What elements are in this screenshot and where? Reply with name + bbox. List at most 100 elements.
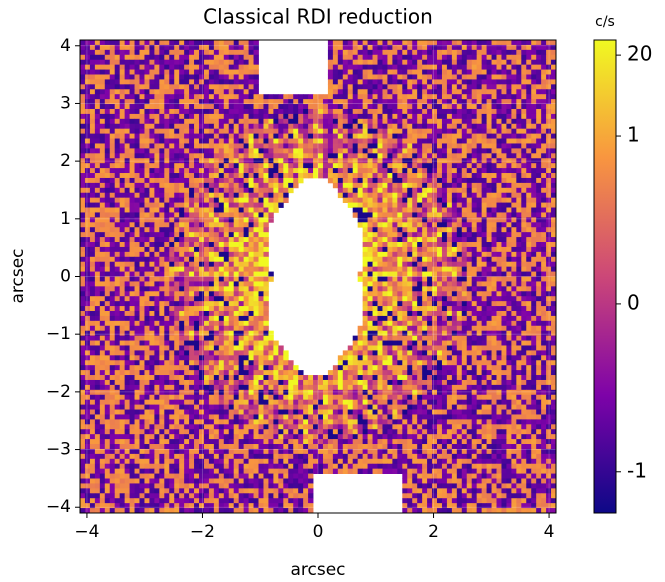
- image-pixel: [223, 158, 230, 164]
- image-pixel: [531, 177, 537, 184]
- image-pixel: [159, 153, 165, 159]
- image-pixel: [104, 108, 111, 115]
- image-pixel: [273, 138, 279, 144]
- image-pixel: [357, 168, 364, 174]
- image-pixel: [124, 256, 130, 263]
- image-pixel: [521, 54, 527, 61]
- image-pixel: [149, 79, 155, 85]
- image-pixel: [506, 320, 512, 327]
- image-pixel: [248, 74, 254, 80]
- image-pixel: [427, 207, 433, 213]
- image-pixel: [526, 54, 532, 61]
- image-pixel: [412, 237, 418, 243]
- image-pixel: [89, 320, 96, 327]
- image-pixel: [461, 242, 468, 248]
- image-pixel: [327, 108, 334, 115]
- image-pixel: [99, 123, 106, 130]
- image-pixel: [154, 251, 160, 258]
- image-pixel: [233, 118, 240, 125]
- image-pixel: [109, 158, 116, 164]
- image-pixel: [446, 177, 453, 184]
- image-pixel: [437, 286, 443, 292]
- image-pixel: [169, 158, 175, 164]
- image-pixel: [164, 108, 170, 115]
- image-pixel: [461, 296, 468, 302]
- image-pixel: [144, 187, 150, 194]
- image-pixel: [476, 153, 483, 159]
- image-pixel: [124, 44, 130, 51]
- image-pixel: [179, 143, 185, 149]
- image-pixel: [218, 177, 225, 184]
- image-pixel: [456, 187, 463, 194]
- image-pixel: [164, 310, 170, 317]
- image-pixel: [392, 320, 398, 327]
- image-pixel: [546, 89, 552, 95]
- image-pixel: [446, 217, 453, 223]
- image-pixel: [233, 246, 240, 253]
- image-pixel: [268, 133, 274, 139]
- image-pixel: [114, 54, 121, 61]
- image-pixel: [372, 94, 378, 100]
- image-pixel: [169, 54, 175, 61]
- image-pixel: [501, 128, 507, 135]
- image-pixel: [199, 271, 205, 277]
- image-pixel: [531, 315, 537, 322]
- image-pixel: [476, 173, 483, 179]
- image-pixel: [541, 104, 547, 110]
- image-pixel: [223, 325, 230, 332]
- image-pixel: [80, 232, 86, 238]
- image-pixel: [392, 108, 398, 115]
- image-pixel: [149, 143, 155, 149]
- image-pixel: [154, 222, 160, 228]
- image-pixel: [471, 44, 478, 51]
- image-pixel: [129, 64, 135, 70]
- image-pixel: [367, 246, 373, 253]
- image-pixel: [446, 325, 453, 332]
- image-pixel: [501, 237, 507, 243]
- image-pixel: [511, 138, 517, 144]
- image-pixel: [466, 99, 473, 105]
- image-pixel: [248, 108, 254, 115]
- image-pixel: [491, 296, 497, 302]
- image-pixel: [223, 310, 230, 317]
- image-pixel: [427, 232, 433, 238]
- image-pixel: [273, 207, 279, 213]
- image-pixel: [441, 54, 448, 61]
- image-pixel: [119, 163, 126, 169]
- image-pixel: [253, 113, 259, 120]
- image-pixel: [377, 291, 383, 297]
- image-pixel: [491, 108, 497, 115]
- image-pixel: [104, 325, 111, 332]
- image-pixel: [174, 158, 180, 164]
- image-pixel: [521, 49, 527, 56]
- image-pixel: [189, 94, 195, 100]
- image-pixel: [308, 128, 314, 135]
- image-pixel: [273, 128, 279, 135]
- image-pixel: [422, 74, 428, 80]
- image-pixel: [318, 133, 324, 139]
- image-pixel: [124, 261, 130, 268]
- image-pixel: [392, 84, 398, 90]
- image-pixel: [149, 256, 155, 263]
- image-pixel: [511, 177, 517, 184]
- image-pixel: [233, 217, 240, 223]
- image-pixel: [189, 217, 195, 223]
- image-pixel: [154, 40, 160, 46]
- image-pixel: [466, 242, 473, 248]
- image-pixel: [104, 123, 111, 130]
- image-pixel: [303, 153, 309, 159]
- image-pixel: [89, 266, 96, 272]
- image-pixel: [526, 69, 532, 75]
- image-pixel: [422, 291, 428, 297]
- image-pixel: [332, 177, 339, 184]
- image-pixel: [99, 59, 106, 66]
- image-pixel: [332, 69, 339, 75]
- image-pixel: [476, 227, 483, 233]
- image-pixel: [189, 291, 195, 297]
- image-pixel: [228, 138, 235, 144]
- image-pixel: [441, 173, 448, 179]
- image-pixel: [119, 212, 126, 218]
- image-pixel: [432, 158, 438, 164]
- image-pixel: [422, 79, 428, 85]
- image-pixel: [124, 54, 130, 61]
